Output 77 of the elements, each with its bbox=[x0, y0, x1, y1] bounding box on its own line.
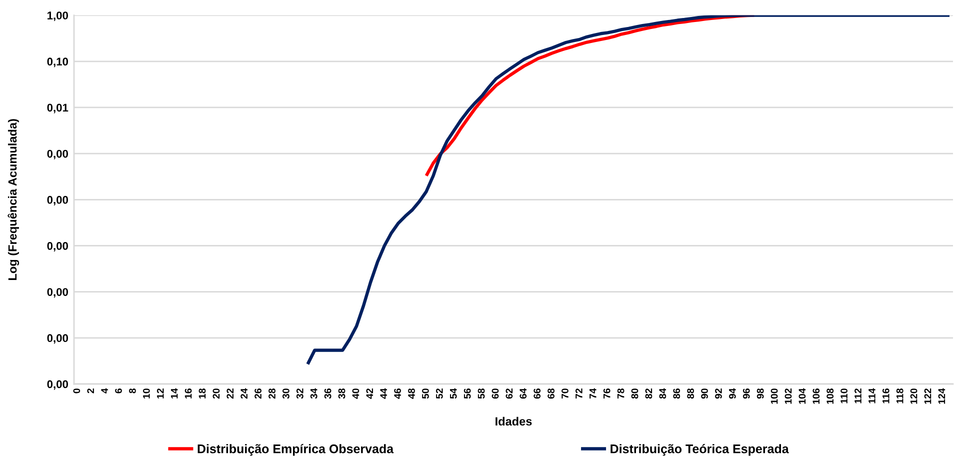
x-tick-label: 86 bbox=[673, 388, 680, 399]
x-tick-label: 112 bbox=[854, 388, 862, 404]
x-tick-label: 116 bbox=[882, 388, 890, 404]
x-tick-label: 78 bbox=[617, 388, 624, 399]
x-tick-label: 104 bbox=[798, 388, 806, 404]
x-tick-label: 22 bbox=[226, 388, 234, 399]
x-tick-label: 98 bbox=[756, 388, 764, 399]
x-tick-label: 40 bbox=[352, 388, 360, 399]
x-tick-label: 18 bbox=[198, 388, 206, 398]
y-tick-label: 0,01 bbox=[47, 104, 68, 114]
y-tick-label: 0,00 bbox=[47, 150, 68, 160]
x-tick-label: 74 bbox=[590, 388, 596, 399]
x-tick-label: 72 bbox=[576, 388, 582, 399]
x-tick-label: 32 bbox=[296, 388, 304, 399]
y-axis-title: Log (Frequência Acumulada) bbox=[8, 119, 20, 280]
x-tick-label: 28 bbox=[268, 388, 276, 399]
x-tick-label: 102 bbox=[784, 388, 792, 404]
x-tick-label: 26 bbox=[254, 388, 262, 399]
x-tick-label: 62 bbox=[506, 388, 513, 399]
x-tick-label: 100 bbox=[770, 388, 778, 404]
x-tick-label: 110 bbox=[840, 388, 848, 404]
x-tick-label: 24 bbox=[240, 388, 248, 399]
x-tick-label: 44 bbox=[380, 388, 387, 399]
x-tick-label: 42 bbox=[366, 388, 373, 399]
x-tick-label: 64 bbox=[520, 388, 527, 399]
x-tick-label: 94 bbox=[728, 388, 736, 399]
y-tick-label: 0,00 bbox=[47, 288, 68, 298]
x-tick-label: 56 bbox=[464, 388, 471, 399]
x-tick-label: 108 bbox=[826, 388, 834, 404]
x-tick-label: 96 bbox=[742, 388, 750, 399]
x-tick-label: 76 bbox=[603, 388, 610, 399]
x-tick-label: 12 bbox=[156, 388, 164, 398]
x-tick-label: 80 bbox=[631, 388, 638, 399]
x-tick-label: 46 bbox=[394, 388, 402, 399]
x-tick-label: 124 bbox=[938, 388, 946, 404]
y-tick-label: 0,00 bbox=[47, 334, 68, 344]
y-tick-label: 1,00 bbox=[48, 12, 68, 22]
x-axis-title: Idades bbox=[496, 416, 532, 426]
x-tick-label: 82 bbox=[645, 388, 652, 399]
x-tick-label: 106 bbox=[812, 388, 820, 404]
legend-label: Distribuição Empírica Observada bbox=[198, 444, 394, 456]
y-tick-label: 0,00 bbox=[47, 380, 68, 390]
x-tick-label: 50 bbox=[422, 388, 429, 399]
x-tick-label: 120 bbox=[910, 388, 918, 404]
legend-label: Distribuição Teórica Esperada bbox=[610, 444, 789, 456]
x-tick-label: 70 bbox=[562, 388, 568, 399]
x-tick-label: 14 bbox=[170, 388, 178, 398]
x-tick-label: 38 bbox=[338, 388, 346, 399]
x-tick-label: 58 bbox=[478, 388, 485, 399]
x-tick-label: 122 bbox=[924, 388, 932, 404]
x-tick-label: 54 bbox=[450, 388, 457, 399]
x-tick-label: 84 bbox=[659, 388, 666, 399]
x-tick-label: 52 bbox=[436, 388, 443, 399]
x-tick-label: 36 bbox=[324, 388, 332, 399]
x-tick-label: 20 bbox=[212, 388, 220, 399]
x-tick-label: 8 bbox=[129, 388, 136, 394]
x-tick-label: 60 bbox=[492, 388, 499, 399]
x-tick-label: 118 bbox=[896, 388, 904, 404]
x-tick-label: 114 bbox=[868, 388, 876, 404]
x-tick-label: 16 bbox=[184, 388, 192, 398]
x-tick-label: 34 bbox=[310, 388, 318, 399]
x-tick-label: 0 bbox=[73, 388, 80, 394]
x-tick-label: 90 bbox=[701, 388, 708, 399]
x-tick-label: 30 bbox=[282, 388, 290, 399]
x-tick-label: 88 bbox=[687, 388, 694, 399]
x-tick-label: 68 bbox=[548, 388, 554, 399]
x-tick-label: 2 bbox=[87, 388, 94, 394]
x-tick-label: 92 bbox=[715, 388, 722, 399]
x-tick-label: 4 bbox=[101, 388, 108, 394]
x-tick-label: 10 bbox=[142, 388, 150, 398]
line-series bbox=[306, 15, 952, 366]
y-tick-label: 0,00 bbox=[47, 196, 68, 206]
y-tick-label: 0,10 bbox=[47, 58, 68, 68]
x-tick-label: 6 bbox=[115, 388, 122, 394]
x-tick-label: 48 bbox=[408, 388, 415, 399]
x-tick-label: 66 bbox=[534, 388, 541, 399]
y-tick-label: 0,00 bbox=[47, 242, 68, 252]
